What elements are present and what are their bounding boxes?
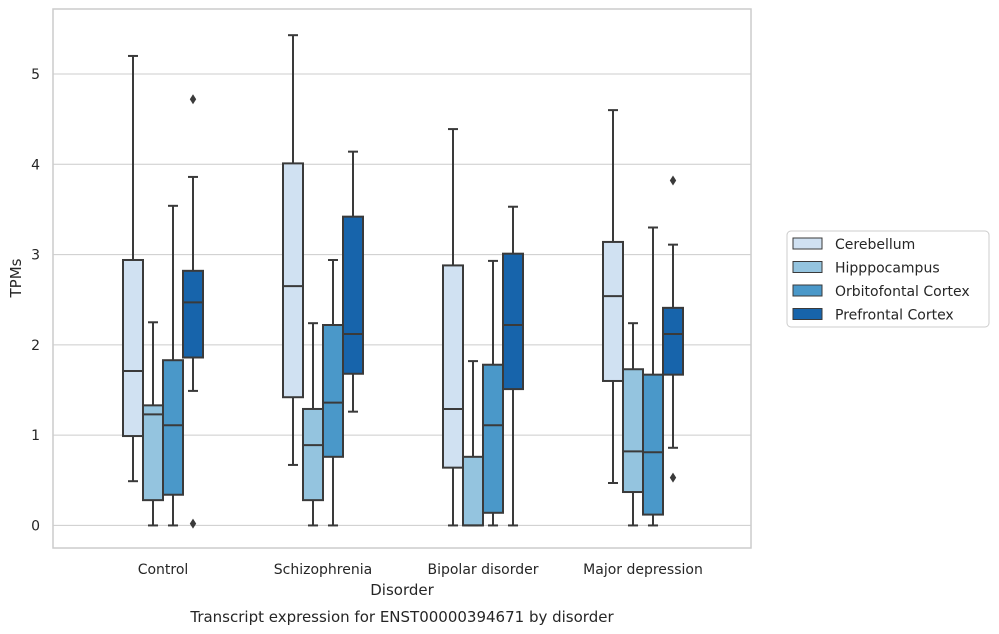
outlier-point bbox=[669, 472, 677, 483]
legend: Cerebellum Hipppocampus Orbitofontal Corte… bbox=[786, 230, 990, 328]
legend-label: Hipppocampus bbox=[835, 261, 940, 277]
box-prefrontal-cortex bbox=[182, 94, 204, 529]
iqr-box bbox=[122, 258, 144, 438]
iqr-box bbox=[342, 215, 364, 375]
box-cerebellum bbox=[442, 128, 464, 527]
iqr-box bbox=[162, 359, 184, 496]
box-prefrontal-cortex bbox=[662, 175, 684, 483]
box-orbitofontal-cortex bbox=[322, 258, 344, 527]
box-cerebellum bbox=[282, 34, 304, 466]
box-hipppocampus bbox=[302, 322, 324, 527]
y-axis-label: TPMs bbox=[7, 258, 25, 298]
legend-swatch bbox=[792, 284, 823, 297]
box-hipppocampus bbox=[462, 360, 484, 527]
iqr-box bbox=[182, 269, 204, 359]
iqr-box bbox=[302, 407, 324, 502]
outlier-point bbox=[189, 518, 197, 529]
x-tick-label: Control bbox=[138, 562, 189, 578]
iqr-box bbox=[642, 373, 664, 516]
y-tick-label: 1 bbox=[31, 428, 40, 444]
iqr-box bbox=[662, 306, 684, 376]
box-hipppocampus bbox=[142, 321, 164, 527]
iqr-box bbox=[322, 323, 344, 458]
legend-label: Orbitofontal Cortex bbox=[835, 284, 970, 300]
outlier-point bbox=[189, 94, 197, 105]
x-tick-label: Major depression bbox=[583, 562, 703, 578]
box-cerebellum bbox=[602, 109, 624, 484]
iqr-box bbox=[442, 264, 464, 469]
y-tick-label: 3 bbox=[31, 248, 40, 264]
x-axis-label: Disorder bbox=[370, 581, 434, 599]
box-cerebellum bbox=[122, 54, 144, 483]
box-prefrontal-cortex bbox=[502, 205, 524, 527]
chart-caption: Transcript expression for ENST0000039467… bbox=[189, 608, 614, 626]
legend-label: Prefrontal Cortex bbox=[835, 308, 954, 324]
outlier-point bbox=[669, 175, 677, 186]
y-tick-label: 0 bbox=[31, 518, 40, 534]
legend-swatch bbox=[792, 308, 823, 320]
legend-swatch bbox=[792, 237, 823, 250]
iqr-box bbox=[622, 368, 644, 494]
iqr-box bbox=[482, 363, 504, 514]
iqr-box bbox=[602, 240, 624, 382]
box-prefrontal-cortex bbox=[342, 150, 364, 413]
plot-frame bbox=[52, 8, 752, 549]
y-tick-label: 4 bbox=[31, 157, 40, 173]
legend-label: Cerebellum bbox=[835, 237, 915, 253]
y-tick-label: 2 bbox=[31, 338, 40, 354]
plot-area: 0 1 2 3 4 5 Control Schizophrenia Bipolar disord… bbox=[31, 8, 752, 578]
iqr-box bbox=[282, 162, 304, 399]
y-tick-label: 5 bbox=[31, 67, 40, 83]
iqr-box bbox=[142, 404, 164, 502]
legend-frame bbox=[786, 230, 990, 328]
iqr-box bbox=[462, 455, 484, 527]
box-orbitofontal-cortex bbox=[642, 226, 664, 527]
box-orbitofontal-cortex bbox=[482, 259, 504, 527]
x-tick-label: Schizophrenia bbox=[274, 562, 372, 578]
legend-swatch bbox=[792, 261, 823, 273]
iqr-box bbox=[502, 252, 524, 391]
x-tick-label: Bipolar disorder bbox=[427, 562, 538, 578]
box-orbitofontal-cortex bbox=[162, 204, 184, 527]
